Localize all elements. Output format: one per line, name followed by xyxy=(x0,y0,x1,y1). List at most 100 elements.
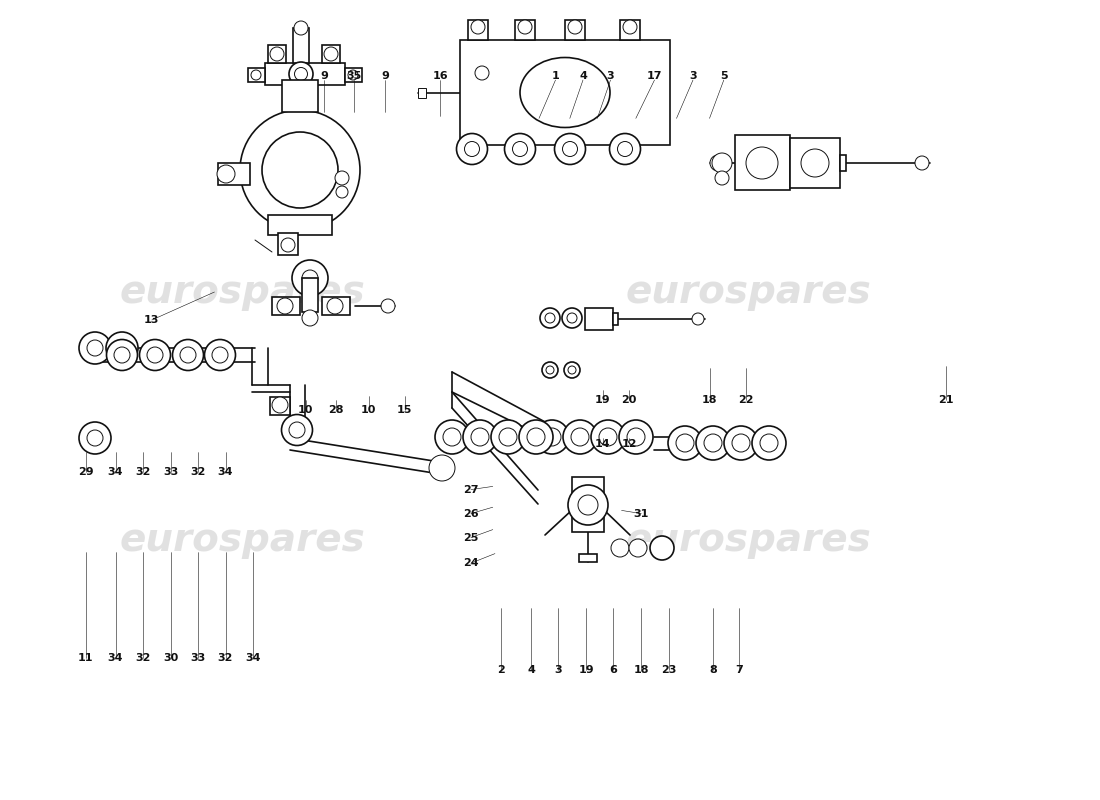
Text: 31: 31 xyxy=(634,509,649,518)
Circle shape xyxy=(571,428,588,446)
Bar xyxy=(840,155,846,171)
Bar xyxy=(272,297,300,315)
Circle shape xyxy=(568,20,582,34)
Text: 14: 14 xyxy=(595,439,610,449)
Bar xyxy=(613,313,618,325)
Circle shape xyxy=(527,428,544,446)
Circle shape xyxy=(289,62,314,86)
Text: 34: 34 xyxy=(218,467,233,477)
Bar xyxy=(293,28,309,63)
Text: 27: 27 xyxy=(463,485,478,494)
Text: 15: 15 xyxy=(397,405,412,414)
Circle shape xyxy=(173,339,204,370)
Text: 8: 8 xyxy=(708,666,717,675)
Circle shape xyxy=(463,420,497,454)
Circle shape xyxy=(348,70,358,80)
Circle shape xyxy=(801,149,829,177)
Circle shape xyxy=(499,428,517,446)
Text: 18: 18 xyxy=(702,395,717,405)
Bar xyxy=(302,278,318,312)
Circle shape xyxy=(535,420,569,454)
Circle shape xyxy=(623,20,637,34)
Bar xyxy=(345,68,362,82)
Circle shape xyxy=(471,428,490,446)
Circle shape xyxy=(434,420,469,454)
Circle shape xyxy=(540,308,560,328)
Bar xyxy=(620,20,640,40)
Bar xyxy=(278,233,298,255)
Text: 19: 19 xyxy=(595,395,610,405)
Text: eurospares: eurospares xyxy=(625,273,871,311)
Circle shape xyxy=(554,134,585,165)
Text: 30: 30 xyxy=(163,653,178,662)
Circle shape xyxy=(270,47,284,61)
Circle shape xyxy=(562,142,578,157)
Circle shape xyxy=(280,238,295,252)
Text: 23: 23 xyxy=(661,666,676,675)
Text: 26: 26 xyxy=(463,509,478,518)
Bar xyxy=(282,80,318,112)
Text: 3: 3 xyxy=(690,71,696,81)
Circle shape xyxy=(562,308,582,328)
Circle shape xyxy=(519,420,553,454)
Circle shape xyxy=(629,539,647,557)
Bar xyxy=(735,135,790,190)
Text: 6: 6 xyxy=(608,666,617,675)
Circle shape xyxy=(746,147,778,179)
Circle shape xyxy=(591,420,625,454)
Circle shape xyxy=(107,339,138,370)
Circle shape xyxy=(87,340,103,356)
Text: 10: 10 xyxy=(298,405,314,414)
Circle shape xyxy=(295,67,308,81)
Text: eurospares: eurospares xyxy=(119,273,365,311)
Circle shape xyxy=(294,21,308,35)
Ellipse shape xyxy=(520,58,610,127)
Circle shape xyxy=(752,426,786,460)
Circle shape xyxy=(676,434,694,452)
Circle shape xyxy=(464,142,480,157)
Circle shape xyxy=(87,430,103,446)
Circle shape xyxy=(140,339,170,370)
Circle shape xyxy=(302,270,318,286)
Circle shape xyxy=(568,485,608,525)
Bar xyxy=(790,138,840,188)
Circle shape xyxy=(563,420,597,454)
Bar xyxy=(572,477,604,532)
Circle shape xyxy=(475,66,490,80)
Circle shape xyxy=(732,434,750,452)
Bar xyxy=(468,20,488,40)
Circle shape xyxy=(289,422,305,438)
Circle shape xyxy=(710,155,726,171)
Bar xyxy=(418,87,426,98)
Bar xyxy=(218,163,250,185)
Text: 17: 17 xyxy=(647,71,662,81)
Text: 34: 34 xyxy=(245,653,261,662)
Text: 22: 22 xyxy=(738,395,754,405)
Text: 32: 32 xyxy=(190,467,206,477)
Circle shape xyxy=(610,539,629,557)
Text: eurospares: eurospares xyxy=(625,521,871,559)
Circle shape xyxy=(619,420,653,454)
Circle shape xyxy=(251,70,261,80)
Circle shape xyxy=(443,428,461,446)
Circle shape xyxy=(205,339,235,370)
Circle shape xyxy=(609,134,640,165)
Text: 35: 35 xyxy=(346,71,362,81)
Circle shape xyxy=(760,434,778,452)
Circle shape xyxy=(513,142,528,157)
Bar xyxy=(585,308,613,330)
Circle shape xyxy=(114,340,130,356)
Bar xyxy=(579,554,597,562)
Circle shape xyxy=(302,310,318,326)
Bar xyxy=(460,40,670,145)
Circle shape xyxy=(106,332,138,364)
Text: 11: 11 xyxy=(78,653,94,662)
Text: 7: 7 xyxy=(735,666,744,675)
Circle shape xyxy=(617,142,632,157)
Text: 19: 19 xyxy=(579,666,594,675)
Circle shape xyxy=(564,362,580,378)
Text: 4: 4 xyxy=(527,666,536,675)
Circle shape xyxy=(324,47,338,61)
Text: eurospares: eurospares xyxy=(119,521,365,559)
Circle shape xyxy=(712,153,732,173)
